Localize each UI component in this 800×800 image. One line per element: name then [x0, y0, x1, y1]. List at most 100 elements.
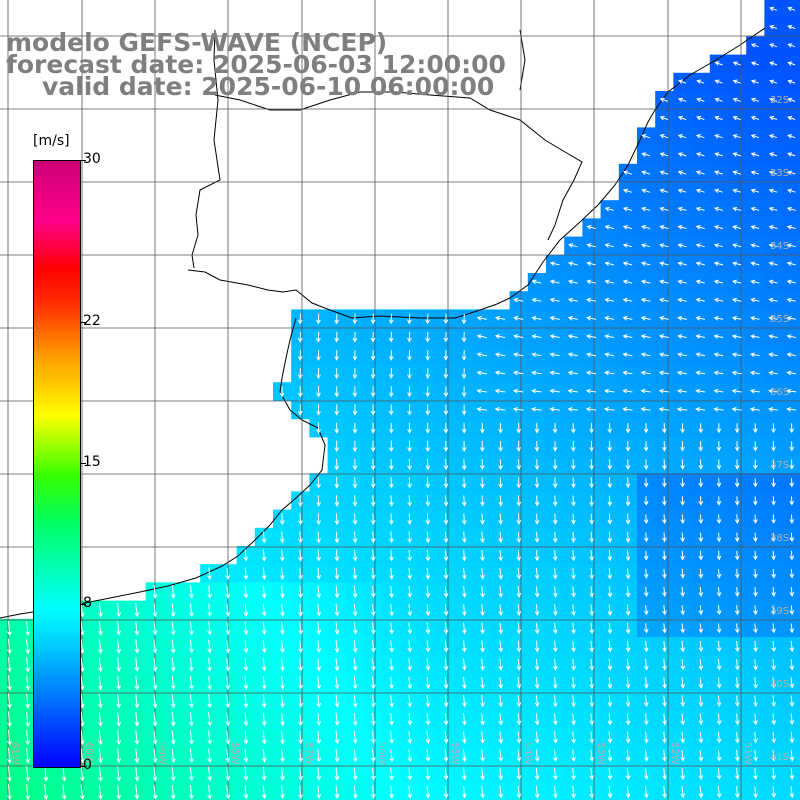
wind-arrow — [680, 514, 685, 525]
wind-arrow — [732, 79, 741, 84]
wind-arrow — [732, 206, 742, 212]
wind-arrow — [768, 316, 778, 321]
wind-arrow — [152, 657, 158, 672]
wind-arrow — [698, 441, 704, 452]
wind-arrow — [134, 693, 140, 709]
wind-arrow — [753, 677, 758, 689]
longitude-label: 52W — [669, 742, 680, 765]
wind-arrow — [680, 731, 686, 744]
wind-arrow — [116, 711, 121, 727]
wind-arrow — [316, 549, 322, 562]
wind-arrow — [607, 622, 613, 635]
wind-arrow — [589, 459, 594, 471]
wind-arrow — [625, 531, 631, 543]
wind-arrow — [352, 749, 358, 763]
wind-arrow — [389, 622, 394, 635]
wind-arrow — [714, 188, 723, 194]
wind-arrow — [498, 567, 504, 580]
wind-arrow — [297, 313, 303, 325]
wind-arrow — [607, 786, 613, 799]
wind-arrow — [643, 586, 649, 598]
wind-arrow — [658, 297, 669, 303]
wind-arrow — [476, 315, 487, 321]
wind-arrow — [604, 315, 615, 321]
wind-arrow — [534, 713, 540, 726]
wind-arrow — [389, 495, 394, 507]
wind-arrow — [370, 349, 376, 361]
wind-arrow — [698, 496, 704, 506]
wind-arrow — [498, 459, 503, 471]
wind-arrow — [152, 585, 158, 599]
wind-arrow — [352, 513, 358, 526]
wind-arrow — [698, 749, 704, 762]
wind-arrow — [513, 352, 524, 357]
wind-arrow — [298, 694, 303, 708]
wind-arrow — [750, 43, 759, 48]
wind-arrow — [407, 495, 412, 507]
wind-arrow — [443, 622, 449, 635]
wind-arrow — [658, 407, 669, 412]
wind-arrow — [768, 188, 778, 194]
wind-arrow — [549, 370, 560, 376]
wind-arrow — [643, 459, 649, 470]
wind-arrow — [280, 712, 285, 727]
wind-arrow — [607, 731, 613, 744]
wind-arrow — [370, 404, 376, 416]
wind-arrow — [677, 115, 687, 121]
wind-arrow — [734, 459, 740, 470]
wind-arrow — [604, 388, 615, 394]
wind-arrow — [443, 640, 449, 653]
wind-arrow — [443, 749, 449, 763]
wind-arrow — [461, 586, 467, 598]
wind-arrow — [753, 568, 758, 579]
wind-arrow — [607, 459, 613, 470]
wind-arrow — [641, 188, 651, 194]
wind-arrow — [352, 477, 358, 489]
legend-tick-mark — [80, 766, 86, 767]
wind-arrow — [425, 495, 431, 507]
wind-arrow — [534, 676, 540, 690]
wind-arrow — [677, 279, 687, 285]
wind-arrow — [714, 115, 723, 121]
wind-arrow — [732, 152, 741, 157]
wind-arrow — [661, 422, 667, 434]
wind-arrow — [476, 388, 488, 394]
wind-arrow — [352, 531, 358, 544]
wind-arrow — [659, 206, 669, 212]
legend-tick-label: 0 — [83, 757, 92, 773]
wind-arrow — [461, 640, 467, 653]
wind-arrow — [389, 477, 394, 489]
wind-arrow — [443, 695, 449, 708]
longitude-label: 54W — [522, 742, 533, 765]
wind-arrow — [425, 331, 431, 343]
wind-arrow — [640, 406, 651, 412]
wind-arrow — [352, 458, 358, 471]
wind-arrow — [659, 115, 669, 121]
wind-arrow — [225, 639, 231, 654]
wind-arrow — [225, 657, 231, 672]
wind-arrow — [25, 766, 31, 782]
wind-arrow — [678, 79, 687, 84]
wind-arrow — [334, 495, 340, 507]
wind-arrow — [786, 297, 796, 303]
wind-arrow — [334, 422, 340, 434]
wind-arrow — [698, 731, 704, 744]
wind-arrow — [316, 349, 321, 361]
wind-arrow — [771, 786, 777, 799]
wind-arrow — [225, 785, 231, 800]
wind-arrow — [189, 639, 194, 654]
wind-arrow — [516, 422, 522, 434]
wind-arrow — [786, 225, 796, 230]
wind-arrow — [280, 767, 285, 781]
wind-arrow — [604, 225, 614, 230]
wind-arrow — [534, 568, 540, 580]
wind-arrow — [571, 713, 576, 726]
wind-arrow — [750, 170, 760, 175]
wind-arrow — [571, 785, 576, 799]
wind-arrow — [425, 513, 431, 525]
wind-arrow — [622, 243, 633, 248]
wind-arrow — [716, 496, 722, 506]
wind-arrow — [498, 586, 504, 598]
wind-arrow — [716, 749, 722, 762]
wind-arrow — [480, 640, 485, 653]
